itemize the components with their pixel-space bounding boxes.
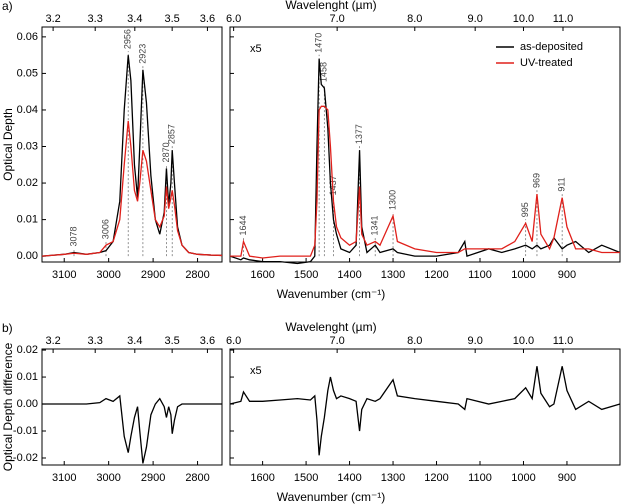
x2-tick-label: 7.0 <box>329 13 344 25</box>
x2-tick-label: 3.3 <box>88 335 103 347</box>
x2-tick-label: 11.0 <box>553 335 574 347</box>
x-tick-label: 3100 <box>52 269 76 281</box>
x2-axis-label: Wavelenght (µm) <box>285 320 376 334</box>
x-tick-label: 1200 <box>424 472 448 484</box>
x2-tick-label: 3.5 <box>165 335 180 347</box>
scale-annotation: x5 <box>250 365 262 377</box>
spectrum-line <box>229 366 621 456</box>
panel-label: b) <box>2 321 13 335</box>
spectrum-line <box>42 394 222 464</box>
legend-label: as-deposited <box>520 41 583 53</box>
x-tick-label: 1600 <box>250 472 274 484</box>
x-tick-label: 1400 <box>337 269 361 281</box>
x2-tick-label: 11.0 <box>553 13 574 25</box>
x2-tick-label: 6.0 <box>226 13 241 25</box>
x-tick-label: 900 <box>558 269 576 281</box>
spectrum-line <box>229 58 621 265</box>
x-tick-label: 2800 <box>185 269 209 281</box>
x2-tick-label: 3.2 <box>45 335 60 347</box>
x2-tick-label: 10.0 <box>513 335 534 347</box>
x2-tick-label: 9.0 <box>468 335 483 347</box>
x2-axis-label: Wavelenght (µm) <box>285 0 376 12</box>
panel-label: a) <box>2 0 13 13</box>
x-tick-label: 1000 <box>511 472 535 484</box>
peak-label: 1377 <box>354 124 364 144</box>
x-tick-label: 1200 <box>424 269 448 281</box>
x-tick-label: 3000 <box>96 472 120 484</box>
peak-label: 1458 <box>319 62 329 82</box>
y-tick-label: 0.04 <box>17 104 38 116</box>
y-axis-label: Optical Depth <box>1 108 15 181</box>
peak-label: 2870 <box>161 142 171 162</box>
y-tick-label: 0.00 <box>17 398 38 410</box>
scale-annotation: x5 <box>250 43 262 55</box>
peak-label: 1341 <box>370 216 380 236</box>
plot-frame <box>41 348 223 466</box>
x-tick-label: 1500 <box>294 472 318 484</box>
x2-tick-label: 3.2 <box>45 13 60 25</box>
peak-label: 1470 <box>314 33 324 53</box>
x-tick-label: 1500 <box>294 269 318 281</box>
x-tick-label: 2900 <box>141 472 165 484</box>
x2-tick-label: 3.4 <box>127 335 142 347</box>
peak-label: 2857 <box>167 124 177 144</box>
peak-label: 2956 <box>123 29 133 49</box>
y-tick-label: -0.01 <box>13 425 38 437</box>
x2-tick-label: 3.6 <box>200 13 215 25</box>
x-tick-label: 1000 <box>511 269 535 281</box>
y-axis-label: Optical Depth difference <box>1 342 15 471</box>
y-tick-label: 0.02 <box>17 344 38 356</box>
y-tick-label: 0.01 <box>17 214 38 226</box>
x-axis-label: Wavenumber (cm⁻¹) <box>277 490 386 504</box>
peak-label: 1644 <box>238 216 248 236</box>
x2-tick-label: 3.6 <box>200 335 215 347</box>
x-tick-label: 3000 <box>96 269 120 281</box>
x2-tick-label: 8.0 <box>407 13 422 25</box>
x-tick-label: 1400 <box>337 472 361 484</box>
x-tick-label: 1100 <box>468 472 492 484</box>
y-tick-label: 0.01 <box>17 371 38 383</box>
x2-tick-label: 9.0 <box>468 13 483 25</box>
peak-label: 3006 <box>100 219 110 239</box>
plot-frame <box>229 348 621 466</box>
x2-tick-label: 7.0 <box>329 335 344 347</box>
plot-frame <box>41 26 223 263</box>
x-tick-label: 1300 <box>381 269 405 281</box>
x-tick-label: 1100 <box>468 269 492 281</box>
x-tick-label: 2800 <box>185 472 209 484</box>
y-tick-label: 0.06 <box>17 31 38 43</box>
x-tick-label: 2900 <box>141 269 165 281</box>
peak-label: 3078 <box>68 226 78 246</box>
x2-tick-label: 3.4 <box>127 13 142 25</box>
legend-label: UV-treated <box>520 57 573 69</box>
x-tick-label: 900 <box>558 472 576 484</box>
spectrum-line <box>41 120 223 257</box>
y-tick-label: 0.03 <box>17 140 38 152</box>
y-tick-label: -0.02 <box>13 452 38 464</box>
x2-tick-label: 6.0 <box>226 335 241 347</box>
y-tick-label: 0.05 <box>17 67 38 79</box>
x-tick-label: 1300 <box>381 472 405 484</box>
peak-label: 1300 <box>387 190 397 210</box>
peak-label: 969 <box>531 173 541 188</box>
x-tick-label: 3100 <box>52 472 76 484</box>
plot-frame <box>229 26 621 263</box>
x2-tick-label: 8.0 <box>407 335 422 347</box>
y-tick-label: 0.00 <box>17 250 38 262</box>
x-axis-label: Wavenumber (cm⁻¹) <box>277 287 386 301</box>
x2-tick-label: 10.0 <box>513 13 534 25</box>
x2-tick-label: 3.5 <box>165 13 180 25</box>
peak-label: 911 <box>557 177 567 191</box>
peak-label: 2923 <box>137 44 147 64</box>
spectrum-line <box>230 105 620 259</box>
y-tick-label: 0.02 <box>17 177 38 189</box>
peak-label: 995 <box>520 202 530 217</box>
x-tick-label: 1600 <box>250 269 274 281</box>
x2-tick-label: 3.3 <box>88 13 103 25</box>
